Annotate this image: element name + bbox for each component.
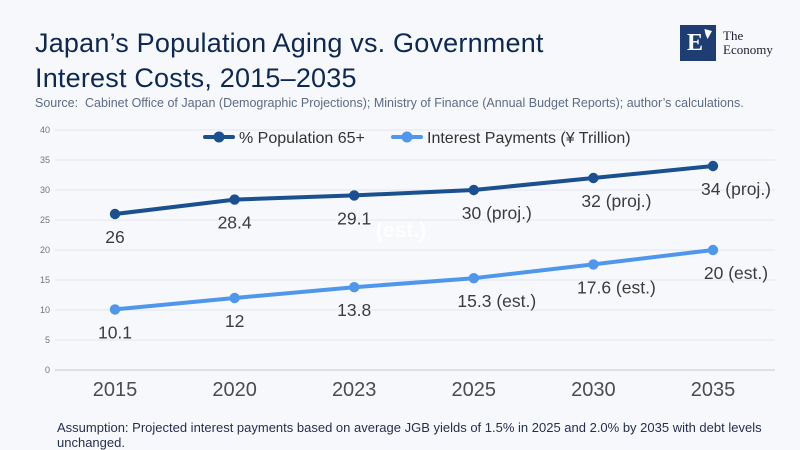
series-line [113, 248, 715, 312]
data-point [229, 194, 240, 205]
x-tick-label: 2023 [332, 379, 377, 401]
data-label: 10.1 [98, 322, 132, 342]
logo-wordmark-line1: The [723, 28, 744, 43]
page-title-line2: Interest Costs, 2015–2035 [35, 63, 357, 93]
data-point [588, 259, 599, 270]
page-title: Japan’s Population Aging vs. Government … [35, 26, 544, 96]
y-tick-label: 20 [40, 245, 50, 255]
y-tick-label: 0 [45, 365, 50, 375]
logo-letter: E [686, 29, 703, 56]
data-label: 28.4 [218, 213, 252, 233]
source-note: Source: Cabinet Office of Japan (Demogra… [35, 96, 744, 110]
data-point [349, 282, 360, 293]
y-tick-label: 30 [40, 185, 50, 195]
data-label: 17.6 (est.) [577, 277, 656, 297]
logo-wordmark: The Economy [723, 29, 773, 57]
data-label: 15.3 (est.) [457, 291, 536, 311]
data-label: 34 (proj.) [701, 179, 771, 199]
data-point [349, 190, 360, 201]
data-point [229, 292, 240, 304]
data-label: 29.1 [337, 208, 371, 228]
y-tick-label: 35 [40, 155, 50, 165]
data-point [707, 244, 719, 256]
x-tick-label: 2015 [93, 379, 138, 401]
y-tick-label: 10 [40, 305, 50, 315]
data-label: 13.8 [337, 300, 371, 320]
x-tick-label: 2025 [452, 379, 497, 401]
y-tick-label: 15 [40, 275, 50, 285]
data-label: 26 [105, 227, 124, 247]
data-point [109, 208, 121, 220]
assumption-note: Assumption: Projected interest payments … [57, 420, 762, 450]
page-title-line1: Japan’s Population Aging vs. Government [35, 28, 544, 58]
legend-label: % Population 65+ [239, 130, 365, 147]
legend-marker-dot [213, 131, 225, 143]
data-point [109, 304, 121, 315]
data-label: 32 (proj.) [581, 191, 651, 211]
logo-apostrophe-icon [704, 29, 712, 39]
data-label: 30 (proj.) [462, 203, 532, 223]
y-tick-label: 40 [40, 125, 50, 135]
x-tick-label: 2020 [212, 379, 257, 401]
data-label: 12 [225, 311, 244, 331]
x-tick-label: 2030 [571, 379, 616, 401]
data-point [468, 273, 479, 284]
watermark-est: (est.) [376, 219, 426, 242]
logo-mark-icon: E [680, 25, 716, 61]
x-tick-label: 2035 [691, 379, 736, 401]
data-point [588, 172, 599, 184]
legend-marker-dot [401, 131, 413, 143]
data-point [468, 184, 479, 196]
logo-wordmark-line2: Economy [723, 42, 773, 57]
y-tick-label: 25 [40, 215, 50, 225]
y-tick-label: 5 [45, 335, 50, 345]
publisher-logo: E The Economy [680, 25, 773, 61]
data-point [707, 160, 719, 172]
legend-label: Interest Payments (¥ Trillion) [427, 130, 631, 147]
series-line [113, 164, 715, 216]
data-label: 20 (est.) [704, 263, 768, 283]
